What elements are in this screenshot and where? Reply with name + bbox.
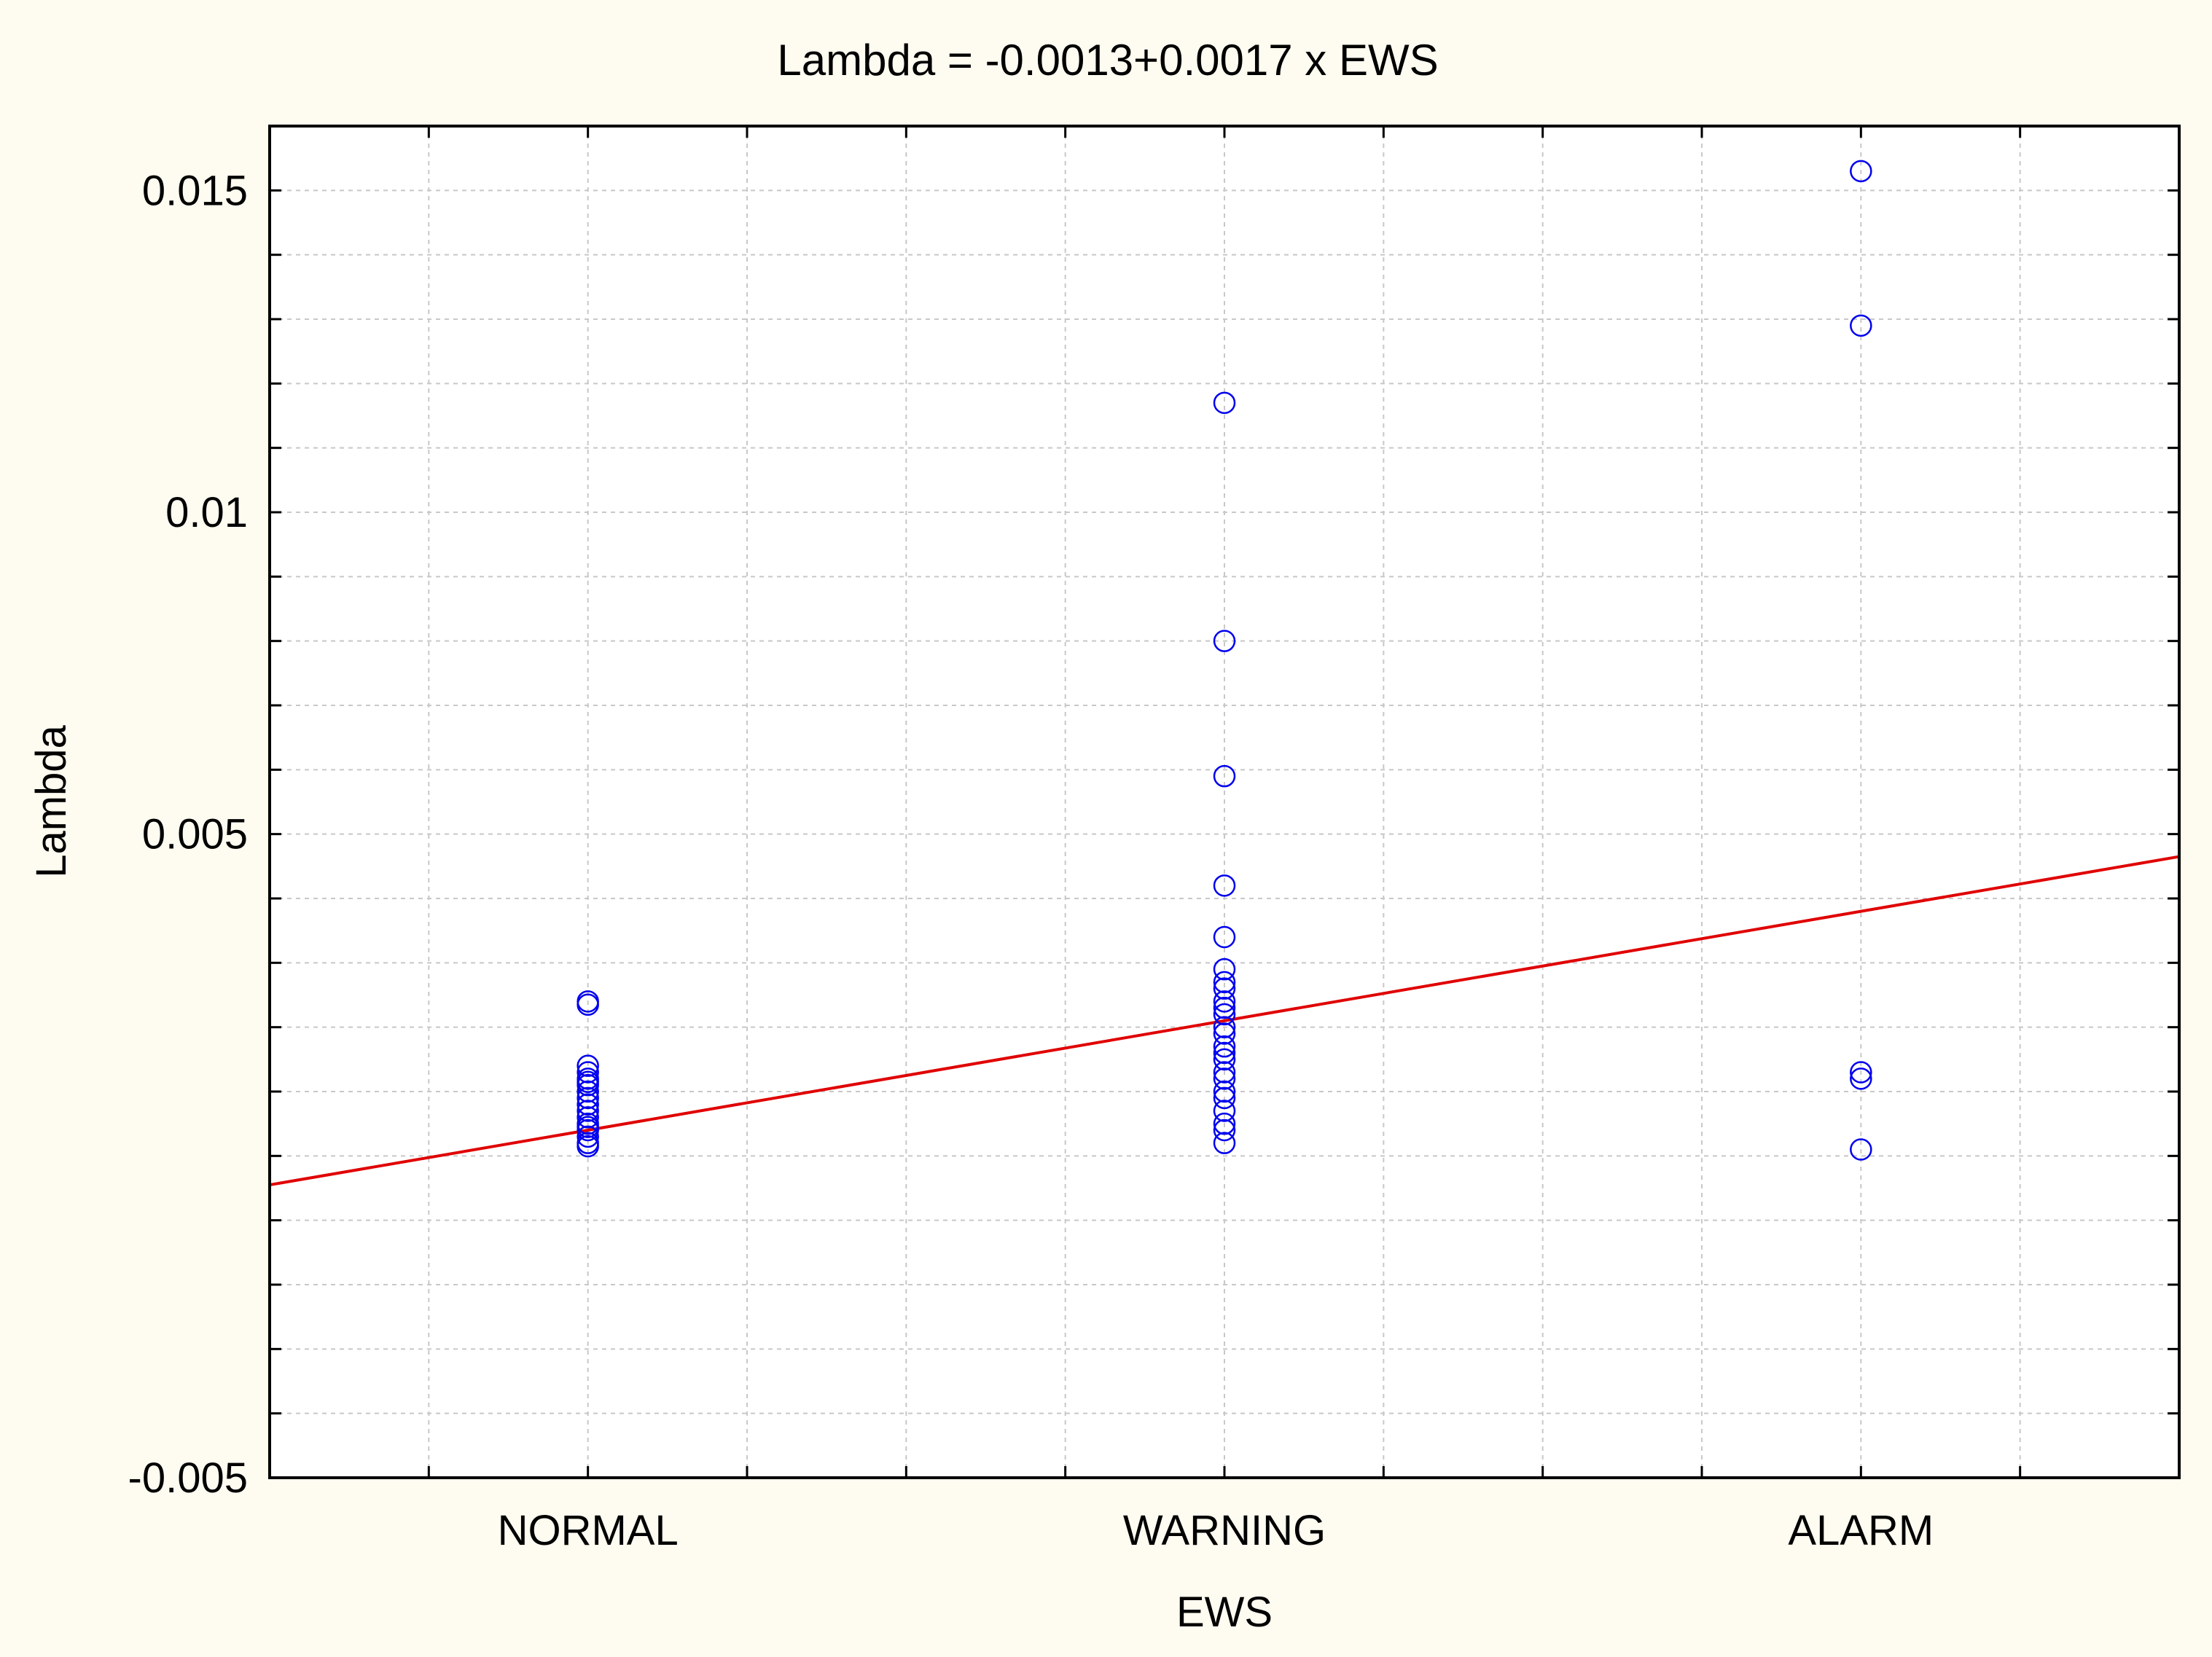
data-point bbox=[1850, 1138, 1872, 1161]
regression-line bbox=[269, 855, 2180, 1187]
y-tick-label: -0.005 bbox=[128, 1454, 248, 1502]
data-point bbox=[1213, 1086, 1236, 1110]
y-axis-label: Lambda bbox=[28, 724, 75, 877]
data-point bbox=[1850, 1068, 1872, 1090]
data-point bbox=[1850, 1061, 1872, 1084]
data-point bbox=[577, 993, 599, 1016]
data-point bbox=[577, 1093, 599, 1116]
data-point bbox=[1213, 1041, 1236, 1065]
data-point bbox=[577, 1135, 599, 1158]
y-tick-label: 0.01 bbox=[165, 489, 248, 536]
data-point bbox=[1213, 990, 1236, 1013]
data-point bbox=[1850, 314, 1872, 337]
data-point bbox=[1213, 1119, 1236, 1142]
data-point bbox=[577, 1125, 599, 1148]
data-point bbox=[577, 1054, 599, 1077]
data-point bbox=[1213, 391, 1236, 415]
x-axis-label: EWS bbox=[1176, 1589, 1273, 1636]
data-point bbox=[577, 1119, 599, 1142]
x-tick-label: WARNING bbox=[1123, 1507, 1326, 1554]
data-point bbox=[577, 1106, 599, 1129]
data-point bbox=[1213, 1048, 1236, 1071]
data-point bbox=[577, 1080, 599, 1103]
data-point bbox=[1213, 1022, 1236, 1045]
data-point bbox=[1213, 925, 1236, 949]
data-point bbox=[1213, 996, 1236, 1019]
y-tick-label: 0.005 bbox=[142, 811, 248, 858]
data-point bbox=[577, 1086, 599, 1110]
data-point bbox=[1213, 977, 1236, 1000]
data-point bbox=[1213, 1035, 1236, 1058]
data-point bbox=[1213, 1132, 1236, 1154]
data-point bbox=[1213, 1112, 1236, 1135]
data-point bbox=[1850, 160, 1872, 183]
data-point bbox=[1213, 1068, 1236, 1090]
data-point bbox=[1213, 1003, 1236, 1026]
data-point bbox=[1213, 1016, 1236, 1038]
x-tick-label: NORMAL bbox=[498, 1507, 679, 1554]
data-point bbox=[1213, 874, 1236, 897]
data-point bbox=[1213, 1080, 1236, 1103]
data-point bbox=[1213, 1100, 1236, 1122]
data-point bbox=[577, 1061, 599, 1084]
data-point bbox=[1213, 764, 1236, 788]
data-point bbox=[1213, 971, 1236, 994]
y-tick-label: 0.015 bbox=[142, 167, 248, 214]
data-point bbox=[1213, 1061, 1236, 1084]
data-point bbox=[577, 1100, 599, 1122]
data-point bbox=[1213, 957, 1236, 981]
data-point bbox=[1213, 630, 1236, 652]
x-tick-label: ALARM bbox=[1788, 1507, 1934, 1554]
data-point bbox=[577, 1073, 599, 1097]
chart-title: Lambda = -0.0013+0.0017 x EWS bbox=[777, 36, 1438, 85]
